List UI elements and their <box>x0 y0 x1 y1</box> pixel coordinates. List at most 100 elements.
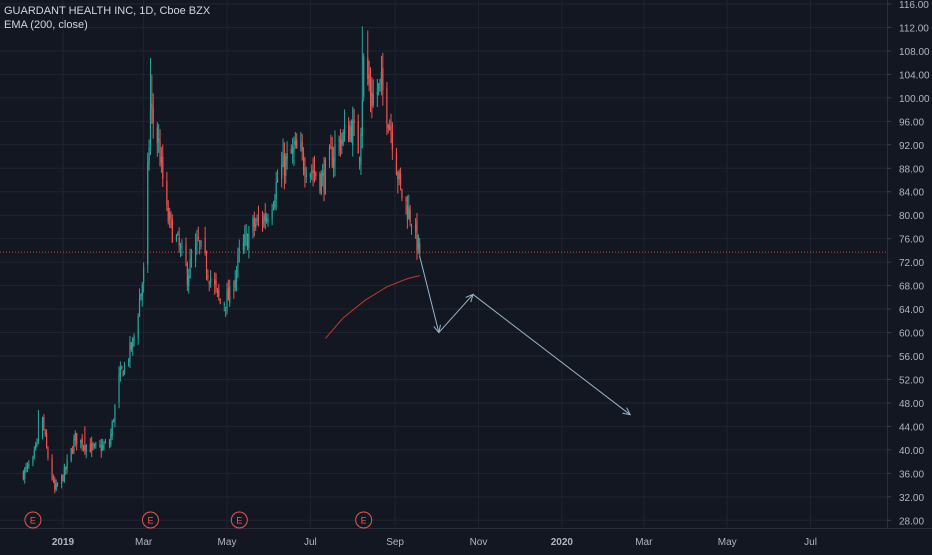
candle-body <box>223 303 225 305</box>
candle-body <box>235 268 238 282</box>
candle-body <box>372 93 374 105</box>
candle-body <box>159 140 161 166</box>
price-tick-label: 84.00 <box>899 188 924 199</box>
price-tick-label: 76.00 <box>899 235 924 246</box>
candle-body <box>166 180 168 206</box>
price-tick-label: 96.00 <box>899 117 924 128</box>
candle-body <box>320 173 322 194</box>
candle-body <box>122 370 124 377</box>
candle-body <box>199 241 201 243</box>
candle-body <box>143 267 145 283</box>
candle-body <box>190 258 193 260</box>
time-tick-label: Sep <box>386 537 404 548</box>
price-tick-label: 28.00 <box>899 516 924 527</box>
candle-body <box>80 439 82 443</box>
candle-body <box>63 467 65 482</box>
candle-body <box>296 139 298 149</box>
candle-body <box>406 205 409 220</box>
candle-body <box>92 443 94 446</box>
candle-body <box>264 214 266 221</box>
projection-arrow-line[interactable] <box>472 294 631 416</box>
candle-body <box>405 196 407 202</box>
price-tick-label: 92.00 <box>899 141 924 152</box>
time-tick-label: Jul <box>304 537 317 548</box>
candle-body <box>128 360 130 363</box>
candle-body <box>219 298 221 304</box>
candle-body <box>130 342 132 350</box>
symbol-title[interactable]: GUARDANT HEALTH INC, 1D, Cboe BZX <box>4 5 211 17</box>
price-axis[interactable]: 116.00 112.00 108.00 104.00 100.00 96.00 92.00… <box>887 0 932 528</box>
candle-body <box>255 224 257 228</box>
candle-body <box>282 152 284 167</box>
candle-body <box>331 147 333 167</box>
candle-body <box>371 91 373 107</box>
candlesticks <box>22 26 421 494</box>
candle-body <box>186 264 188 285</box>
candle-body <box>71 450 74 453</box>
candle-body <box>319 173 321 191</box>
candle-body <box>197 237 199 239</box>
candle-body <box>237 253 239 268</box>
price-tick-label: 36.00 <box>899 469 924 480</box>
projection-arrow-line[interactable] <box>438 294 474 333</box>
earnings-marker[interactable]: E <box>24 511 42 529</box>
candle-body <box>348 125 350 142</box>
candle-body <box>41 417 44 438</box>
candle-body <box>66 459 68 468</box>
candle-body <box>208 281 210 285</box>
projection-arrow-line[interactable] <box>419 256 440 333</box>
candle-body <box>137 316 139 339</box>
candle-body <box>147 162 149 265</box>
candle-body <box>293 147 295 152</box>
candle-body <box>281 164 283 180</box>
candle-body <box>263 215 265 227</box>
candle-body <box>416 221 418 251</box>
price-tick-label: 48.00 <box>899 399 924 410</box>
candle-body <box>244 235 246 246</box>
candle-body <box>152 108 154 124</box>
candle-body <box>311 171 313 173</box>
candle-body <box>415 224 417 231</box>
earnings-circle <box>230 511 248 529</box>
earnings-marker[interactable]: E <box>141 511 159 529</box>
projection-arrows[interactable] <box>419 256 632 416</box>
candle-body <box>216 288 219 290</box>
candle-body <box>334 144 336 162</box>
candle-body <box>401 188 403 199</box>
candle-body <box>133 335 135 341</box>
candle-body <box>141 284 143 297</box>
candle-body <box>342 131 344 144</box>
price-tick-label: 64.00 <box>899 305 924 316</box>
candle-body <box>104 441 106 443</box>
candle-body <box>215 280 217 287</box>
indicator-label[interactable]: EMA (200, close) <box>4 19 88 31</box>
earnings-letter: E <box>147 516 153 526</box>
time-tick-label: Jul <box>804 537 817 548</box>
candle-body <box>245 233 247 236</box>
candle-body <box>312 170 314 173</box>
candle-body <box>62 475 64 481</box>
time-axis[interactable]: 2019 Mar May Jul Sep Nov 2020 Mar May Jul <box>0 528 932 549</box>
candle-body <box>148 147 150 164</box>
candle-body <box>238 248 240 252</box>
candle-body <box>149 107 152 145</box>
candle-body <box>158 138 160 142</box>
earnings-marker[interactable]: E <box>230 511 248 529</box>
time-tick-label: Nov <box>470 537 488 548</box>
candle-body <box>44 431 46 435</box>
price-tick-label: 112.00 <box>899 23 929 34</box>
candle-body <box>28 464 30 467</box>
candle-body <box>378 83 380 91</box>
candle-body <box>156 127 158 144</box>
candle-body <box>225 306 227 308</box>
candle-body <box>360 133 362 165</box>
candle-body <box>285 156 287 176</box>
candle-body <box>36 439 38 446</box>
chart-legend: GUARDANT HEALTH INC, 1D, Cboe BZX EMA (2… <box>4 4 210 32</box>
earnings-marker[interactable]: E <box>355 511 373 529</box>
candle-body <box>91 443 93 451</box>
candle-body <box>47 448 49 458</box>
